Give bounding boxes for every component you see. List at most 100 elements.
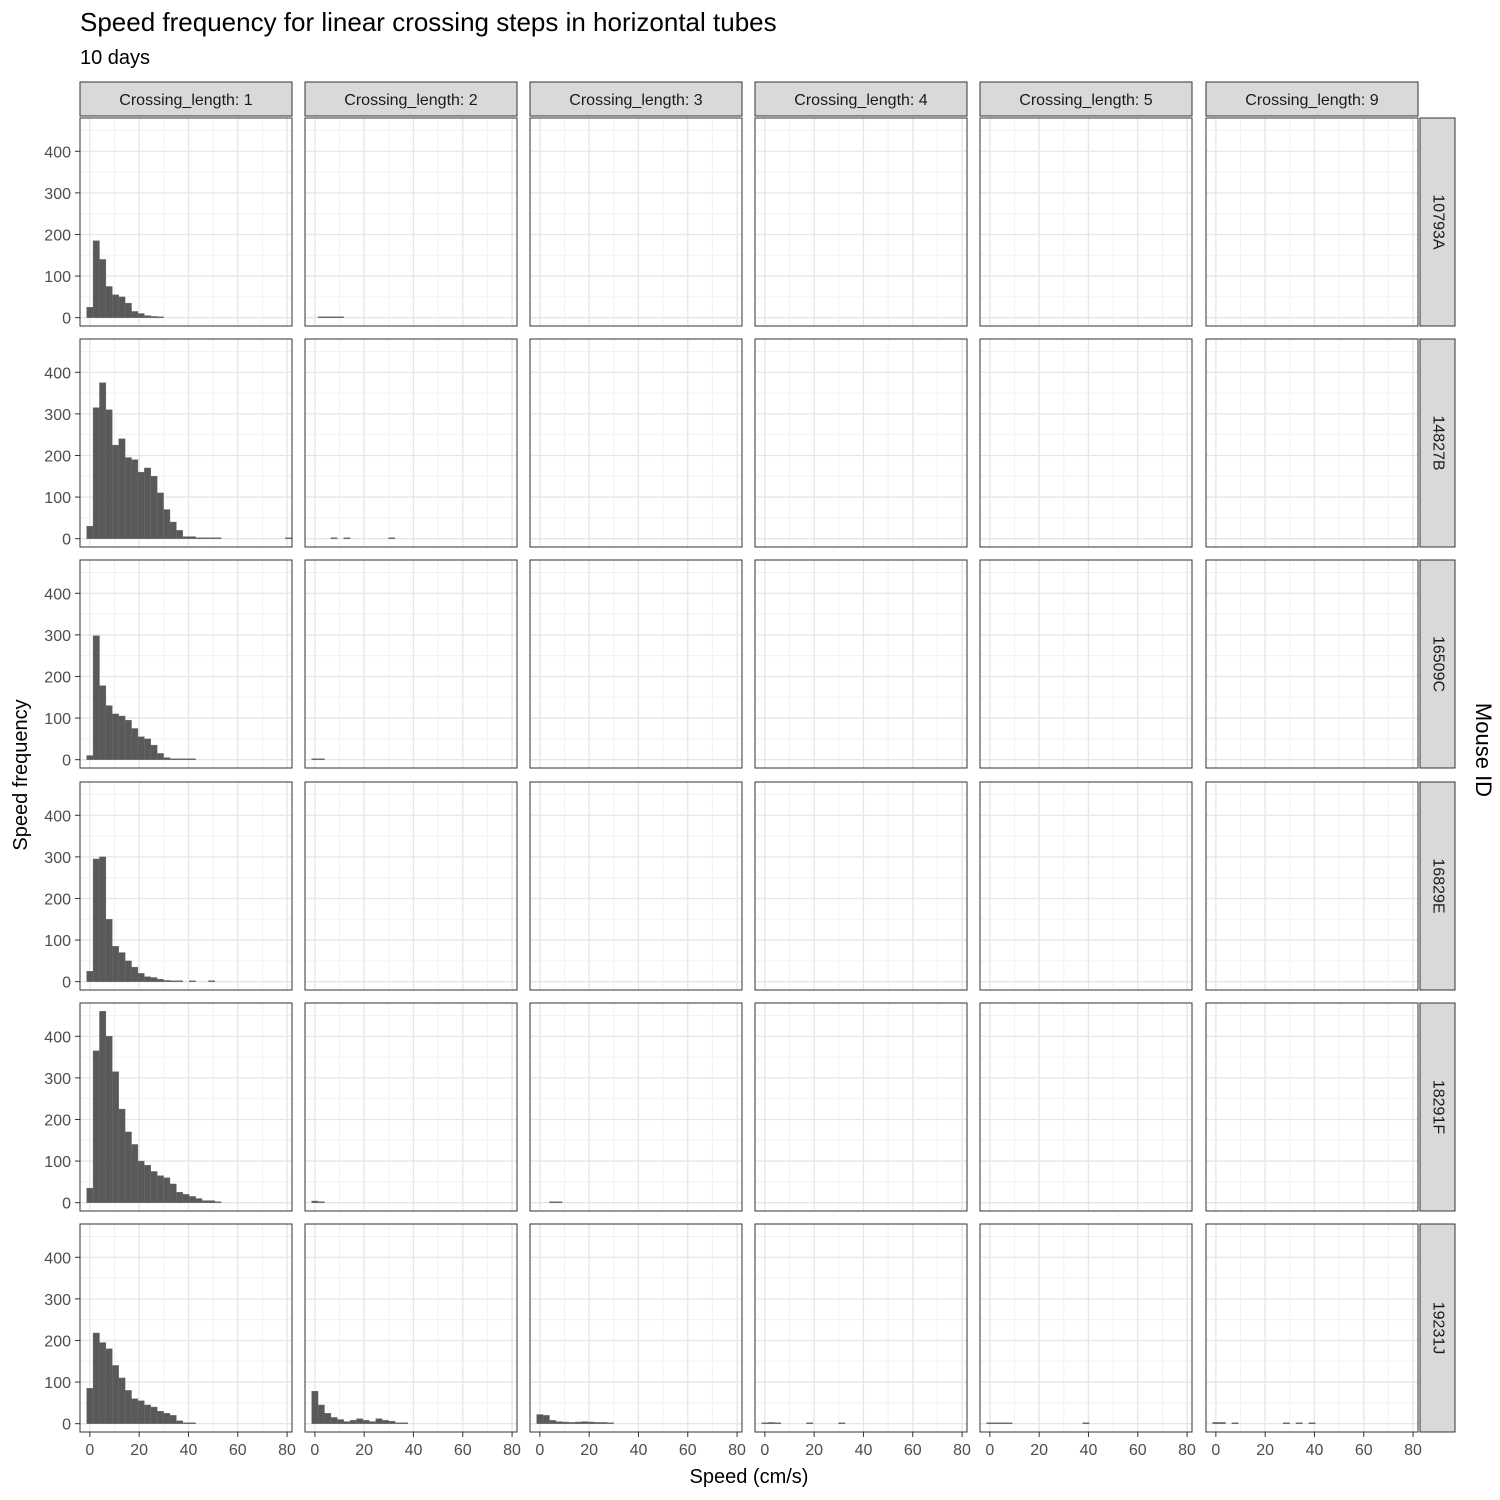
histogram-bar <box>568 1422 576 1424</box>
histogram-bar <box>761 1422 769 1424</box>
facet-panel <box>79 1223 293 1433</box>
histogram-bar <box>381 1420 389 1424</box>
column-strip: Crossing_length: 5 <box>979 81 1193 117</box>
x-tick-label: 0 <box>85 1442 94 1459</box>
histogram-bar <box>1082 1422 1090 1424</box>
histogram-bar <box>806 1422 814 1424</box>
histogram-bar <box>375 1418 383 1424</box>
histogram-bar <box>86 1388 94 1424</box>
histogram-bar <box>587 1421 595 1424</box>
histogram-bar <box>1295 1422 1303 1424</box>
column-strip-background <box>304 81 518 117</box>
histogram-bar <box>118 1377 126 1424</box>
y-tick-label: 300 <box>44 1292 71 1309</box>
panel-border <box>1205 338 1419 548</box>
x-tick-label: 0 <box>985 1442 994 1459</box>
histogram-bar <box>124 457 132 539</box>
histogram-bar <box>118 438 126 539</box>
panel-background <box>1206 782 1418 990</box>
histogram-bar <box>986 1422 994 1424</box>
histogram-bar <box>343 537 351 539</box>
histogram-bar <box>105 286 113 318</box>
x-tick-label: 20 <box>580 1442 598 1459</box>
panel-border <box>754 117 968 327</box>
y-tick-label: 0 <box>62 532 71 549</box>
histogram-bar <box>189 1422 196 1424</box>
y-tick-label: 200 <box>44 669 71 686</box>
column-strip-label: Crossing_length: 3 <box>569 92 703 109</box>
panel-border <box>79 117 293 327</box>
row-strip-label: 10793A <box>1429 194 1446 249</box>
column-strip-label: Crossing_length: 4 <box>794 92 928 109</box>
histogram-bar <box>214 1201 222 1203</box>
x-tick-label: 80 <box>278 1442 296 1459</box>
histogram-bar <box>555 1421 563 1424</box>
histogram-bar <box>169 1415 177 1424</box>
y-tick-label: 300 <box>44 186 71 203</box>
histogram-bar <box>388 1420 396 1424</box>
histogram-bar <box>394 1422 402 1424</box>
panel-background <box>305 118 517 326</box>
histogram-bar <box>317 758 325 760</box>
column-strip: Crossing_length: 1 <box>79 81 293 117</box>
panel-border <box>304 117 518 327</box>
facet-panel <box>304 338 518 548</box>
panel-border <box>754 338 968 548</box>
x-tick-label: 60 <box>679 1442 697 1459</box>
histogram-bar <box>99 1342 107 1424</box>
histogram-bar <box>549 1420 557 1424</box>
histogram-bar <box>112 713 119 760</box>
panel-border <box>79 781 293 991</box>
histogram-bar <box>324 1413 332 1424</box>
x-tick-label: 60 <box>229 1442 247 1459</box>
facet-panel <box>754 1223 968 1433</box>
histogram-bar <box>150 744 158 760</box>
panel-border <box>79 1002 293 1212</box>
histogram-bar <box>1231 1422 1239 1424</box>
histogram-bar <box>144 1165 151 1203</box>
panel-border <box>79 338 293 548</box>
histogram-bar <box>150 476 158 539</box>
facet-panel <box>79 1002 293 1212</box>
histogram-bar <box>549 1201 557 1203</box>
panel-border <box>979 1223 1193 1433</box>
panel-border <box>304 781 518 991</box>
histogram-bar <box>1218 1422 1226 1424</box>
panel-background <box>980 560 1192 768</box>
column-strip-background <box>529 81 743 117</box>
panel-background <box>980 782 1192 990</box>
chart-subtitle: 10 days <box>80 47 150 69</box>
panel-background <box>305 1224 517 1432</box>
x-tick-label: 20 <box>1030 1442 1048 1459</box>
histogram-bar <box>112 1071 119 1203</box>
facet-panel <box>529 338 743 548</box>
y-tick-label: 0 <box>62 1196 71 1213</box>
y-tick-label: 100 <box>44 490 71 507</box>
histogram-bar <box>356 1418 364 1424</box>
histogram-bar <box>86 755 94 760</box>
histogram-bar <box>1308 1422 1316 1424</box>
histogram-bar <box>388 537 396 539</box>
column-strip-background <box>79 81 293 117</box>
column-strip-background <box>1205 81 1419 117</box>
panel-border <box>304 1002 518 1212</box>
y-tick-label: 200 <box>44 891 71 908</box>
histogram-bar <box>92 240 100 318</box>
panel-border <box>754 1002 968 1212</box>
histogram-bar <box>176 980 183 982</box>
histogram-bar <box>195 1198 203 1203</box>
x-tick-label: 60 <box>454 1442 472 1459</box>
x-tick-label: 60 <box>1355 1442 1373 1459</box>
facet-panel <box>79 781 293 991</box>
panel-border <box>754 781 968 991</box>
x-tick-label: 40 <box>180 1442 198 1459</box>
histogram-bar <box>124 1390 132 1424</box>
facet-panel <box>529 117 743 327</box>
panel-background <box>305 560 517 768</box>
row-strip-label: 18291F <box>1429 1080 1446 1134</box>
histogram-bar <box>169 758 177 760</box>
row-strip: 10793A <box>1419 117 1456 327</box>
y-tick-label: 300 <box>44 407 71 424</box>
panel-border <box>979 1002 1193 1212</box>
column-strip-label: Crossing_length: 2 <box>344 92 478 109</box>
